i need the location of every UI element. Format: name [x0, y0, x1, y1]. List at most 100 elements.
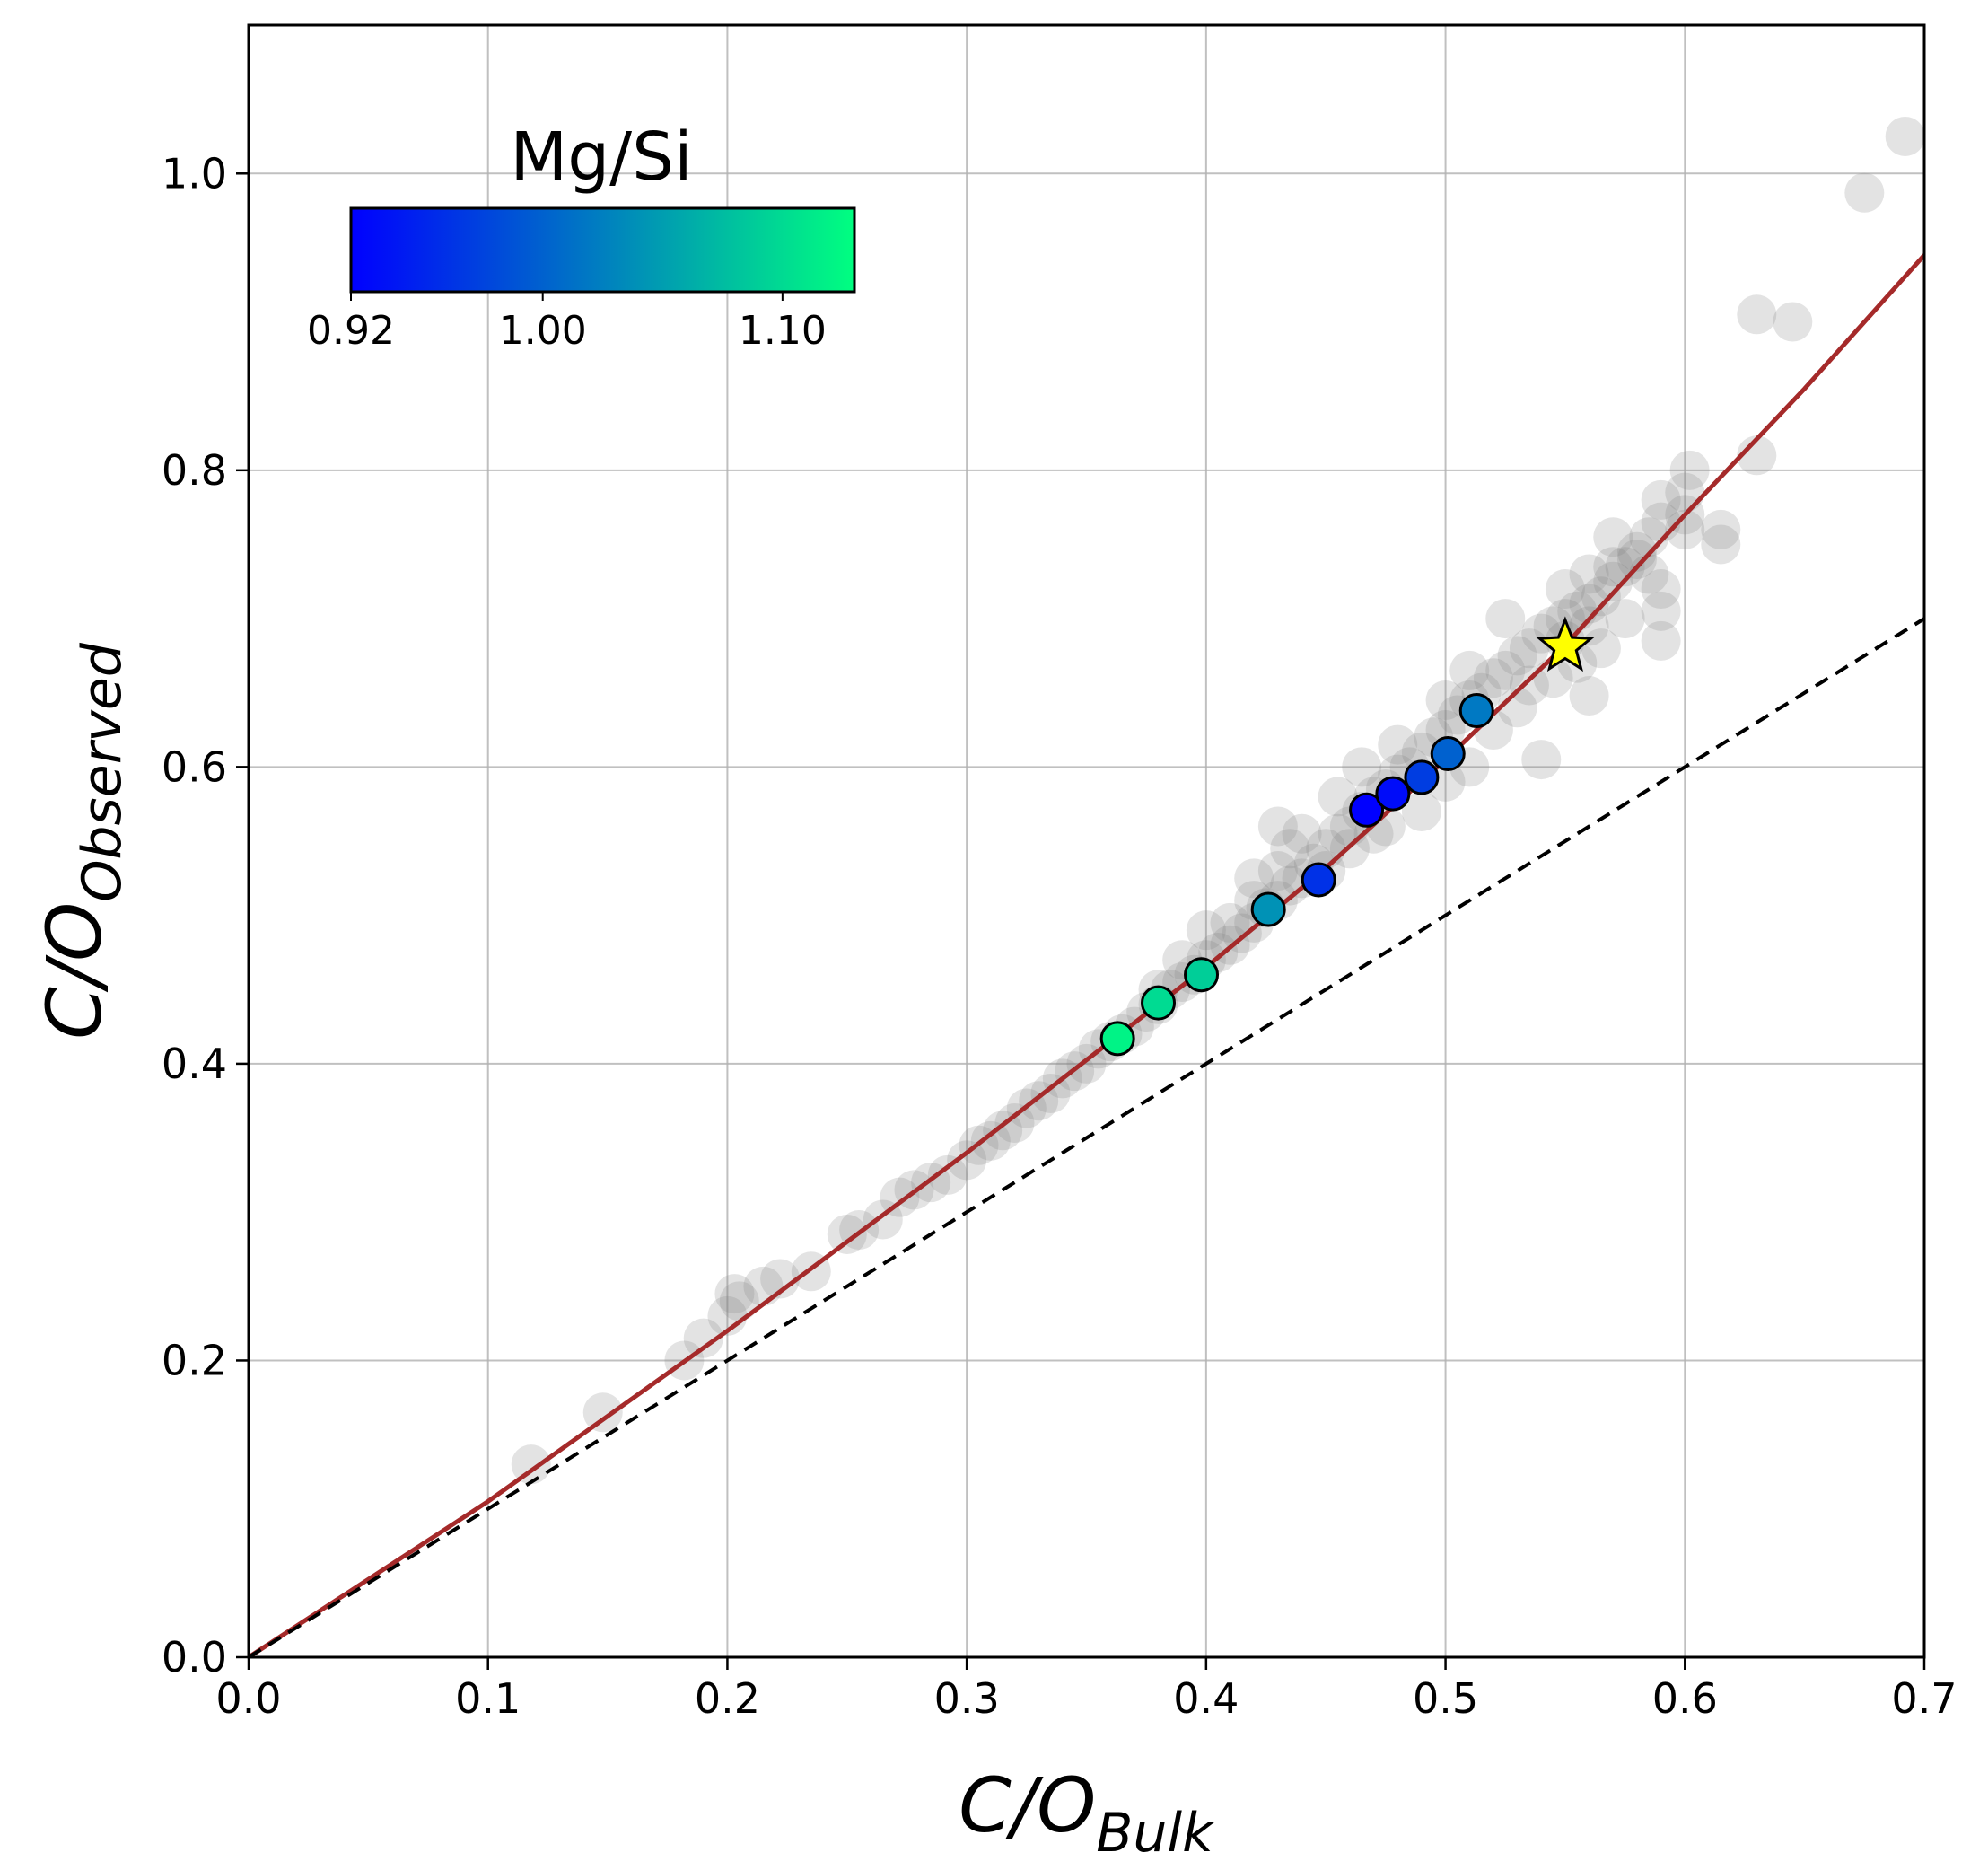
- mgsi-data-point: [1404, 759, 1440, 795]
- grey-data-point: [1669, 450, 1710, 490]
- colorbar-tick-label: 1.00: [499, 308, 587, 354]
- grey-points-group: [511, 116, 1924, 1485]
- mgsi-data-point: [1458, 693, 1494, 729]
- y-axis-title: C/OObserved: [31, 642, 134, 1040]
- mgsi-data-point: [1141, 985, 1177, 1021]
- y-axis-title-main: C/O: [31, 902, 118, 1040]
- grey-data-point: [1186, 910, 1226, 951]
- x-tick-label: 0.0: [215, 1674, 281, 1723]
- x-tick-label: 0.5: [1413, 1674, 1478, 1723]
- grey-data-point: [1885, 116, 1924, 156]
- y-tick-label: 0.6: [162, 742, 227, 791]
- grey-data-point: [1473, 658, 1513, 698]
- y-tick-label: 0.2: [162, 1336, 227, 1384]
- one-to-one-line: [249, 617, 1924, 1657]
- grey-data-point: [1641, 620, 1681, 661]
- grey-data-point: [1737, 294, 1777, 335]
- grey-data-point: [582, 1392, 623, 1433]
- grey-data-point: [1318, 813, 1358, 854]
- grey-data-point: [927, 1154, 968, 1195]
- grey-data-point: [827, 1214, 867, 1254]
- x-axis-title-main: C/O: [959, 1761, 1096, 1849]
- grey-data-point: [1425, 680, 1466, 720]
- grey-data-point: [1569, 554, 1609, 594]
- x-tick-label: 0.4: [1173, 1674, 1239, 1723]
- grey-data-point: [1593, 561, 1633, 601]
- grey-data-point: [1629, 554, 1669, 594]
- grey-data-point: [683, 1318, 723, 1358]
- grey-data-point: [1773, 302, 1813, 342]
- grey-data-point: [1593, 547, 1633, 587]
- colorbar: Mg/Si 0.92 1.00 1.10: [307, 119, 856, 354]
- plot-marks: [249, 116, 1924, 1657]
- colorbar-tick-label: 0.92: [307, 308, 395, 354]
- grey-data-point: [1569, 606, 1609, 646]
- grey-data-point: [947, 1140, 987, 1181]
- x-axis-title: C/OBulk: [959, 1761, 1215, 1865]
- grey-data-point: [1665, 509, 1705, 549]
- mgsi-data-point: [1349, 792, 1385, 828]
- grey-data-point: [1497, 636, 1537, 676]
- grey-data-point: [1641, 569, 1681, 610]
- y-tick-label: 0.0: [162, 1633, 227, 1681]
- grey-data-point: [1605, 547, 1645, 587]
- grey-data-point: [970, 1120, 1011, 1161]
- colorbar-ticks: 0.92 1.00 1.10: [307, 292, 827, 354]
- y-tick-label: 0.4: [162, 1040, 227, 1088]
- grey-data-point: [714, 1274, 755, 1314]
- colorbar-gradient: [349, 206, 856, 294]
- grey-data-point: [1257, 851, 1298, 891]
- grey-data-point: [1521, 740, 1562, 780]
- axis-ticks: 0.0 0.1 0.2 0.3 0.4 0.5 0.6 0.7 0.0 0.2 0.4 0.6 0.8 1…: [162, 149, 1957, 1723]
- grey-data-point: [1593, 517, 1633, 557]
- mgsi-data-point: [1430, 735, 1466, 771]
- grey-data-point: [1701, 524, 1741, 565]
- x-tick-label: 0.7: [1891, 1674, 1957, 1723]
- grey-data-point: [1270, 865, 1310, 906]
- grey-data-point: [1401, 732, 1441, 772]
- grey-data-point: [1318, 777, 1358, 817]
- grey-data-point: [1509, 665, 1549, 706]
- grey-data-point: [1485, 650, 1526, 690]
- grey-data-point: [1257, 806, 1298, 847]
- grey-data-point: [1569, 584, 1609, 624]
- grey-data-point: [1616, 539, 1657, 579]
- x-axis-title-sub: Bulk: [1096, 1802, 1215, 1865]
- grey-data-point: [1030, 1073, 1071, 1113]
- grey-data-point: [983, 1111, 1023, 1151]
- plot-frame: [247, 23, 1926, 1659]
- grey-data-point: [1401, 791, 1441, 831]
- x-tick-label: 0.6: [1652, 1674, 1718, 1723]
- grey-data-point: [1701, 509, 1741, 549]
- x-tick-label: 0.3: [934, 1674, 1000, 1723]
- grey-data-point: [1605, 599, 1645, 639]
- colorbar-title: Mg/Si: [510, 119, 692, 196]
- mgsi-data-point: [1301, 862, 1336, 898]
- grey-data-point: [719, 1281, 759, 1321]
- grey-data-point: [1629, 517, 1669, 557]
- colorbar-tick-label: 1.10: [739, 308, 827, 354]
- grey-data-point: [1378, 724, 1418, 765]
- grid: [248, 25, 1925, 1658]
- grey-data-point: [760, 1259, 801, 1299]
- grey-data-point: [511, 1444, 551, 1485]
- grey-data-point: [1737, 435, 1777, 476]
- grey-data-point: [1270, 829, 1310, 869]
- grey-data-point: [1545, 569, 1585, 610]
- grey-data-point: [880, 1177, 920, 1217]
- grey-data-point: [1581, 576, 1621, 617]
- y-tick-label: 1.0: [162, 149, 227, 198]
- y-tick-label: 0.8: [162, 446, 227, 495]
- grey-data-point: [1844, 172, 1885, 213]
- mgsi-data-point: [1184, 957, 1220, 993]
- y-axis-title-sub: Observed: [71, 642, 134, 902]
- star-marker: [1536, 616, 1595, 672]
- grey-data-point: [1641, 591, 1681, 631]
- grey-data-point: [1210, 902, 1250, 943]
- grey-data-point: [994, 1103, 1035, 1144]
- x-tick-label: 0.1: [455, 1674, 521, 1723]
- x-tick-label: 0.2: [695, 1674, 760, 1723]
- grey-data-point: [1342, 747, 1382, 787]
